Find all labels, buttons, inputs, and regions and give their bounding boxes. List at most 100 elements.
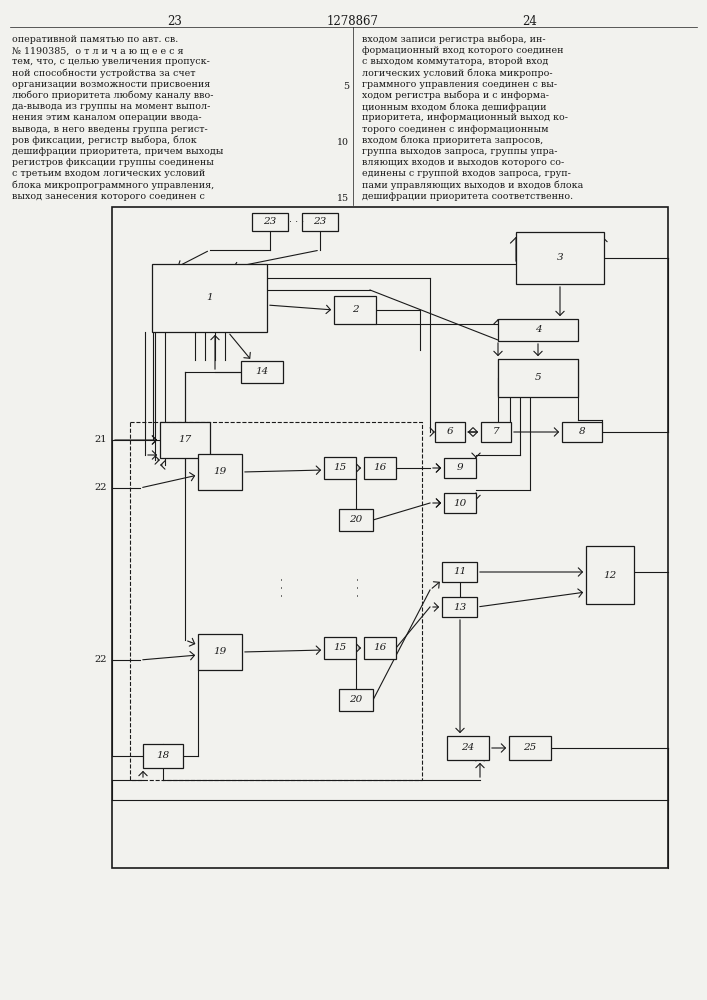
Text: 13: 13 [453, 602, 467, 611]
Text: 4: 4 [534, 326, 542, 334]
Text: торого соединен с информационным: торого соединен с информационным [362, 125, 549, 134]
Text: 15: 15 [334, 644, 346, 652]
Text: дешифрации приоритета соответственно.: дешифрации приоритета соответственно. [362, 192, 573, 201]
Text: 10: 10 [453, 498, 467, 508]
Text: 16: 16 [373, 644, 387, 652]
Bar [160, 422, 210, 458]
Bar [443, 597, 477, 617]
Text: выход занесения которого соединен с: выход занесения которого соединен с [12, 192, 205, 201]
Text: оперативной памятью по авт. св.: оперативной памятью по авт. св. [12, 35, 178, 44]
Text: 5: 5 [343, 82, 349, 91]
Text: входом блока приоритета запросов,: входом блока приоритета запросов, [362, 136, 543, 145]
Text: . . .: . . . [274, 577, 286, 597]
Bar [324, 457, 356, 479]
Text: вывода, в него введены группа регист-: вывода, в него введены группа регист- [12, 125, 208, 134]
Text: приоритета, информационный выход ко-: приоритета, информационный выход ко- [362, 113, 568, 122]
Text: регистров фиксации группы соединены: регистров фиксации группы соединены [12, 158, 214, 167]
Bar [481, 422, 511, 442]
Bar [143, 744, 183, 768]
Bar [324, 637, 356, 659]
Bar [443, 562, 477, 582]
Text: 12: 12 [603, 570, 617, 580]
Text: 6: 6 [447, 428, 453, 436]
Text: ров фиксации, регистр выбора, блок: ров фиксации, регистр выбора, блок [12, 136, 197, 145]
Text: нения этим каналом операции ввода-: нения этим каналом операции ввода- [12, 113, 201, 122]
Text: 18: 18 [156, 752, 170, 760]
Text: 22: 22 [95, 656, 107, 664]
Text: 10: 10 [337, 138, 349, 147]
Text: дешифрации приоритета, причем выходы: дешифрации приоритета, причем выходы [12, 147, 223, 156]
Text: вляющих входов и выходов которого со-: вляющих входов и выходов которого со- [362, 158, 564, 167]
Bar [130, 422, 422, 780]
Text: ной способности устройства за счет: ной способности устройства за счет [12, 69, 196, 78]
Bar [339, 689, 373, 711]
Text: 19: 19 [214, 468, 227, 477]
Bar [509, 736, 551, 760]
Text: блока микропрограммного управления,: блока микропрограммного управления, [12, 181, 214, 190]
Text: 23: 23 [168, 15, 182, 28]
Text: 8: 8 [579, 428, 585, 436]
Text: ходом регистра выбора и с информа-: ходом регистра выбора и с информа- [362, 91, 549, 101]
Bar [302, 213, 338, 231]
Text: пами управляющих выходов и входов блока: пами управляющих выходов и входов блока [362, 181, 583, 190]
Text: 9: 9 [457, 464, 463, 473]
Text: с выходом коммутатора, второй вход: с выходом коммутатора, второй вход [362, 57, 548, 66]
Text: группа выходов запроса, группы упра-: группа выходов запроса, группы упра- [362, 147, 558, 156]
Text: 20: 20 [349, 696, 363, 704]
Text: 2: 2 [351, 306, 358, 314]
Bar [562, 422, 602, 442]
Bar [444, 458, 476, 478]
Text: 19: 19 [214, 648, 227, 656]
Bar [334, 296, 376, 324]
Text: формационный вход которого соединен: формационный вход которого соединен [362, 46, 563, 55]
Text: единены с группой входов запроса, груп-: единены с группой входов запроса, груп- [362, 169, 571, 178]
Text: 23: 23 [264, 218, 276, 227]
Text: · · ·: · · · [289, 217, 305, 227]
Text: с третьим входом логических условий: с третьим входом логических условий [12, 169, 205, 178]
Text: организации возможности присвоения: организации возможности присвоения [12, 80, 211, 89]
Text: 15: 15 [334, 464, 346, 473]
Text: 14: 14 [255, 367, 269, 376]
Bar [498, 319, 578, 341]
Text: 16: 16 [373, 464, 387, 473]
Bar [498, 359, 578, 397]
Text: 25: 25 [523, 744, 537, 752]
Text: 17: 17 [178, 436, 192, 444]
Bar [447, 736, 489, 760]
Bar [198, 634, 242, 670]
Text: тем, что, с целью увеличения пропуск-: тем, что, с целью увеличения пропуск- [12, 57, 210, 66]
Bar [444, 493, 476, 513]
Text: 1: 1 [206, 294, 214, 302]
Text: 5: 5 [534, 373, 542, 382]
Bar [364, 457, 396, 479]
Text: 7: 7 [493, 428, 499, 436]
Text: граммного управления соединен с вы-: граммного управления соединен с вы- [362, 80, 557, 89]
Text: 3: 3 [556, 253, 563, 262]
Bar [241, 361, 283, 383]
Bar [364, 637, 396, 659]
Text: логических условий блока микропро-: логических условий блока микропро- [362, 69, 553, 78]
Bar [586, 546, 634, 604]
Bar [516, 232, 604, 284]
Text: № 1190385,  о т л и ч а ю щ е е с я: № 1190385, о т л и ч а ю щ е е с я [12, 46, 184, 55]
Bar [153, 264, 267, 332]
Bar [435, 422, 465, 442]
Bar [339, 509, 373, 531]
Text: ционным входом блока дешифрации: ционным входом блока дешифрации [362, 102, 547, 112]
Text: 11: 11 [453, 568, 467, 576]
Bar [198, 454, 242, 490]
Text: 20: 20 [349, 516, 363, 524]
Text: входом записи регистра выбора, ин-: входом записи регистра выбора, ин- [362, 35, 546, 44]
Text: . . .: . . . [349, 577, 363, 597]
Text: 15: 15 [337, 194, 349, 203]
Bar [112, 207, 668, 868]
Text: 24: 24 [462, 744, 474, 752]
Text: 21: 21 [95, 436, 107, 444]
Text: любого приоритета любому каналу вво-: любого приоритета любому каналу вво- [12, 91, 214, 101]
Text: да-вывода из группы на момент выпол-: да-вывода из группы на момент выпол- [12, 102, 211, 111]
Text: 23: 23 [313, 218, 327, 227]
Text: 1278867: 1278867 [327, 15, 379, 28]
Text: 22: 22 [95, 484, 107, 492]
Text: 24: 24 [522, 15, 537, 28]
Bar [252, 213, 288, 231]
